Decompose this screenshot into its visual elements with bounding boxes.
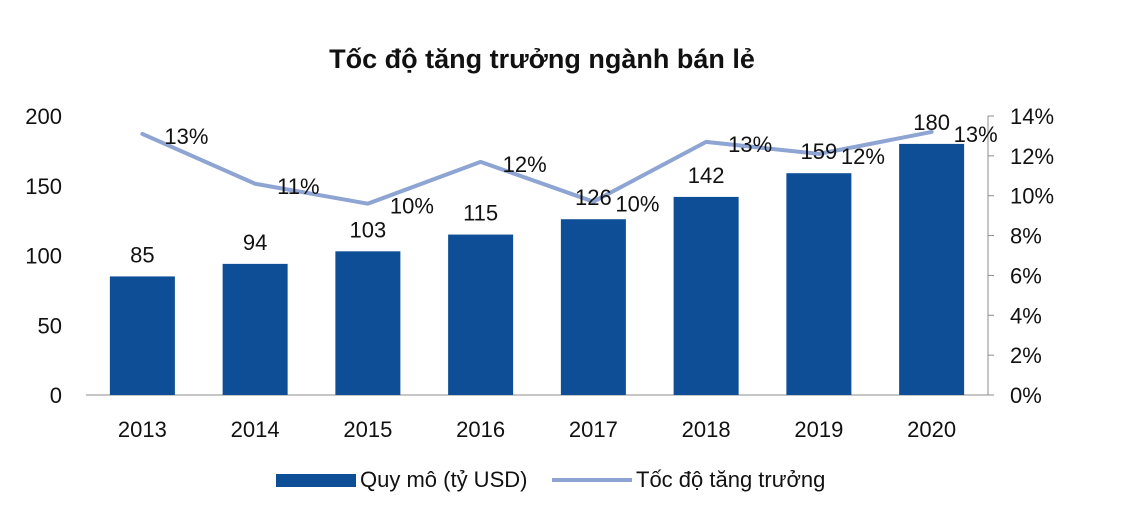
line-point <box>818 153 820 155</box>
y-right-tick-label: 10% <box>1010 184 1054 209</box>
bar <box>560 219 626 395</box>
y-left-tick-label: 50 <box>38 313 62 338</box>
x-tick-label: 2015 <box>343 417 392 442</box>
bar <box>222 263 288 395</box>
y-left-tick-label: 200 <box>25 104 62 129</box>
x-tick-label: 2019 <box>794 417 843 442</box>
line-value-label: 10% <box>615 192 659 217</box>
legend-label-line: Tốc độ tăng trưởng <box>636 467 826 492</box>
bar-value-label: 94 <box>243 230 267 255</box>
y-right-tick-label: 6% <box>1010 263 1042 288</box>
line-value-label: 11% <box>277 174 319 199</box>
y-right-tick-label: 8% <box>1010 224 1042 249</box>
bar-value-label: 180 <box>913 110 950 135</box>
y-right-tick-label: 0% <box>1010 383 1042 408</box>
line-value-label: 10% <box>390 194 434 219</box>
line-value-label: 12% <box>503 152 547 177</box>
x-tick-label: 2016 <box>456 417 505 442</box>
bar-value-label: 159 <box>801 139 838 164</box>
x-tick-label: 2013 <box>118 417 167 442</box>
y-right-tick-label: 12% <box>1010 144 1054 169</box>
legend: Quy mô (tỷ USD) Tốc độ tăng trưởng <box>0 462 1132 498</box>
line-value-label: 13% <box>164 124 208 149</box>
chart-title: Tốc độ tăng trưởng ngành bán lẻ <box>329 44 755 74</box>
bar-value-label: 103 <box>350 217 387 242</box>
line-point <box>254 183 256 185</box>
line-point <box>705 141 707 143</box>
legend-item-bar: Quy mô (tỷ USD) <box>276 462 527 498</box>
line-point <box>480 161 482 163</box>
x-tick-label: 2017 <box>569 417 618 442</box>
line-value-label: 13% <box>728 132 772 157</box>
bar <box>899 143 965 395</box>
growth-line <box>140 129 934 206</box>
legend-swatch-bar <box>276 473 356 487</box>
bar <box>673 196 739 395</box>
y-left-tick-label: 150 <box>25 174 62 199</box>
line-point <box>367 203 369 205</box>
y-right-tick-label: 14% <box>1010 104 1054 129</box>
bar <box>448 234 514 395</box>
bar <box>335 251 401 395</box>
x-tick-label: 2018 <box>682 417 731 442</box>
legend-label-bar: Quy mô (tỷ USD) <box>360 467 528 492</box>
x-tick-label: 2020 <box>907 417 956 442</box>
line-value-label: 12% <box>841 144 885 169</box>
legend-item-line: Tốc độ tăng trưởng <box>552 462 825 498</box>
x-tick-label: 2014 <box>231 417 280 442</box>
bar-value-label: 142 <box>688 163 725 188</box>
chart-plot: 0 50 100 150 200 0% 2% 4% 6% 8% 10% 12% 14% 2013 2014 2… <box>25 104 1054 442</box>
bar-value-label: 126 <box>575 185 612 210</box>
line-value-label: 13% <box>954 122 998 147</box>
bar-value-label: 115 <box>463 201 498 226</box>
line-point <box>931 131 933 133</box>
y-left-tick-label: 0 <box>50 383 62 408</box>
bar <box>786 173 852 395</box>
line-point <box>141 133 143 135</box>
legend-swatch-line <box>552 478 632 482</box>
line-point <box>592 201 594 203</box>
bar-value-label: 85 <box>130 242 154 267</box>
bar <box>109 276 175 395</box>
y-left-tick-label: 100 <box>25 244 62 269</box>
y-right-tick-label: 4% <box>1010 303 1042 328</box>
y-right-tick-label: 2% <box>1010 343 1042 368</box>
